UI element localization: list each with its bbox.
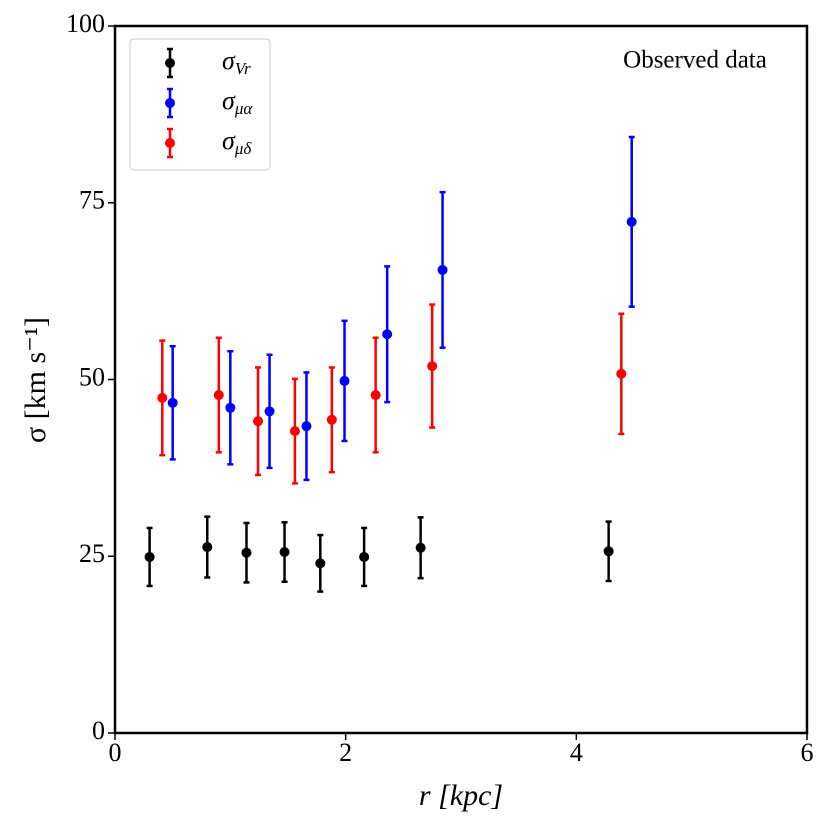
point	[626, 216, 637, 227]
point	[315, 558, 326, 569]
point	[370, 390, 381, 401]
x-tick-label: 4	[570, 738, 583, 767]
legend-marker	[165, 138, 175, 148]
point	[213, 390, 224, 401]
annotation: Observed data	[623, 47, 767, 74]
point	[167, 397, 178, 408]
legend-label: σVr	[222, 46, 251, 78]
legend-label: σμδ	[222, 126, 252, 158]
x-tick-label: 2	[339, 738, 352, 767]
y-tick-label: 50	[79, 362, 105, 391]
y-tick-label: 100	[66, 9, 105, 38]
point	[603, 546, 614, 557]
point	[382, 329, 393, 340]
y-tick-label: 25	[79, 539, 105, 568]
y-axis-label: σ [km s⁻¹]	[19, 317, 52, 443]
x-tick-label: 6	[801, 738, 814, 767]
point	[326, 414, 337, 425]
point	[241, 547, 252, 558]
point	[225, 402, 236, 413]
point	[427, 361, 438, 372]
point	[279, 547, 290, 558]
point	[289, 426, 300, 437]
point	[339, 375, 350, 386]
x-tick-label: 0	[109, 738, 122, 767]
legend-marker	[165, 58, 175, 68]
point	[415, 542, 426, 553]
point	[264, 406, 275, 417]
point	[253, 416, 264, 427]
point	[301, 421, 312, 432]
point	[144, 551, 155, 562]
point	[157, 392, 168, 403]
point	[437, 264, 448, 275]
point	[359, 551, 370, 562]
point	[616, 368, 627, 379]
x-axis-label: r [kpc]	[419, 779, 503, 812]
legend-marker	[165, 98, 175, 108]
point	[202, 542, 213, 553]
y-tick-label: 75	[79, 186, 105, 215]
legend-label: σμα	[222, 86, 253, 118]
y-tick-label: 0	[92, 716, 105, 745]
legend-box	[129, 38, 271, 171]
